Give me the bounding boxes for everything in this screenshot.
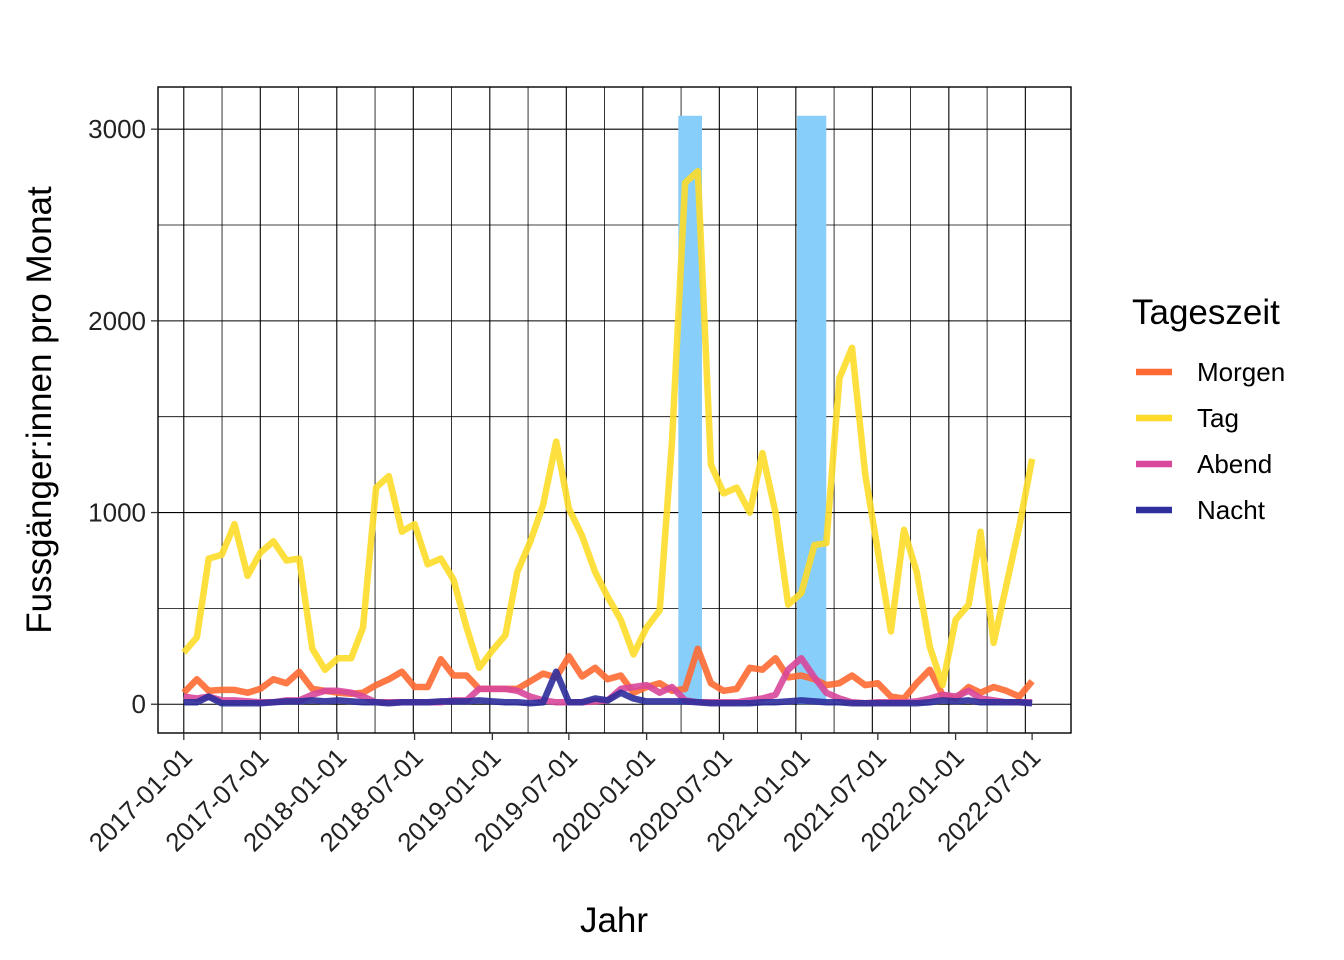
series-line-nacht <box>183 668 1033 707</box>
legend-label-tag: Tag <box>1197 403 1239 433</box>
y-axis-title: Fussgänger:innen pro Monat <box>20 186 59 634</box>
series-lines <box>181 168 1036 707</box>
plot-panel-border <box>157 86 1072 734</box>
y-tick-label: 0 <box>132 689 146 719</box>
grid-lines <box>158 87 1071 733</box>
legend-label-morgen: Morgen <box>1197 357 1285 387</box>
x-axis-title: Jahr <box>580 901 648 940</box>
legend-title: Tageszeit <box>1132 293 1280 332</box>
y-tick-label: 2000 <box>88 306 146 336</box>
y-tick-label: 1000 <box>88 498 146 528</box>
legend-label-abend: Abend <box>1197 449 1272 479</box>
y-ticks: 0 1000 2000 3000 <box>88 114 158 719</box>
shaded-period <box>797 115 827 705</box>
legend-label-nacht: Nacht <box>1197 495 1266 525</box>
series-line-tag <box>181 168 1036 689</box>
y-tick-label: 3000 <box>88 114 146 144</box>
legend: Tageszeit Morgen Tag Abend Nacht <box>1132 293 1285 525</box>
